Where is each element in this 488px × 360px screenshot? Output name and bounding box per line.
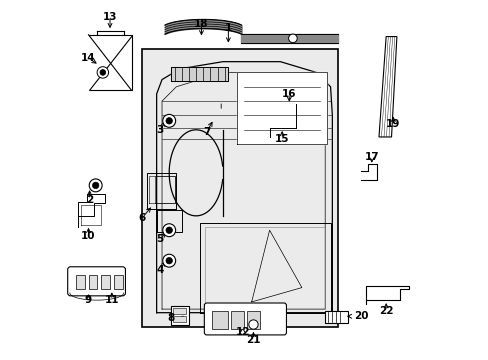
Circle shape	[163, 254, 175, 267]
Text: 16: 16	[282, 89, 296, 99]
Text: 19: 19	[386, 120, 400, 129]
Polygon shape	[78, 194, 104, 226]
Text: 10: 10	[81, 231, 96, 240]
FancyBboxPatch shape	[204, 303, 286, 335]
Polygon shape	[360, 164, 376, 180]
Text: 15: 15	[274, 134, 289, 144]
FancyBboxPatch shape	[171, 306, 188, 325]
Text: 3: 3	[156, 125, 163, 135]
Circle shape	[163, 224, 175, 237]
Bar	[247, 311, 260, 329]
Text: 20: 20	[353, 311, 367, 321]
Text: 11: 11	[104, 295, 119, 305]
Text: 6: 6	[139, 213, 145, 222]
Text: 17: 17	[364, 152, 378, 162]
Text: 22: 22	[378, 306, 393, 316]
Polygon shape	[171, 67, 228, 81]
Text: 9: 9	[85, 295, 92, 305]
Bar	[76, 275, 85, 289]
Circle shape	[89, 179, 102, 192]
Text: 1: 1	[224, 23, 231, 33]
FancyBboxPatch shape	[325, 311, 348, 323]
Bar	[101, 275, 110, 289]
Bar	[113, 275, 122, 289]
Circle shape	[92, 182, 99, 189]
Text: 14: 14	[81, 53, 96, 63]
Polygon shape	[88, 35, 131, 90]
Bar	[172, 308, 186, 315]
Circle shape	[97, 67, 108, 78]
Circle shape	[248, 320, 258, 329]
Text: 7: 7	[203, 127, 210, 136]
Bar	[172, 316, 186, 322]
Circle shape	[165, 118, 172, 124]
Text: 4: 4	[156, 265, 163, 275]
Circle shape	[288, 34, 297, 42]
Circle shape	[165, 227, 172, 233]
Bar	[88, 275, 97, 289]
Text: 21: 21	[246, 334, 260, 345]
Text: 5: 5	[156, 234, 163, 244]
Text: 8: 8	[167, 313, 174, 323]
Text: 12: 12	[235, 327, 249, 337]
Bar	[231, 311, 244, 329]
Circle shape	[165, 257, 172, 264]
Polygon shape	[366, 286, 408, 304]
Text: 18: 18	[194, 19, 208, 29]
Bar	[142, 49, 337, 327]
FancyBboxPatch shape	[67, 267, 125, 296]
Text: 2: 2	[86, 195, 93, 205]
Bar	[211, 311, 227, 329]
Text: 13: 13	[102, 12, 117, 22]
Circle shape	[100, 69, 105, 75]
Polygon shape	[378, 37, 396, 137]
Circle shape	[163, 114, 175, 127]
Polygon shape	[237, 72, 326, 144]
